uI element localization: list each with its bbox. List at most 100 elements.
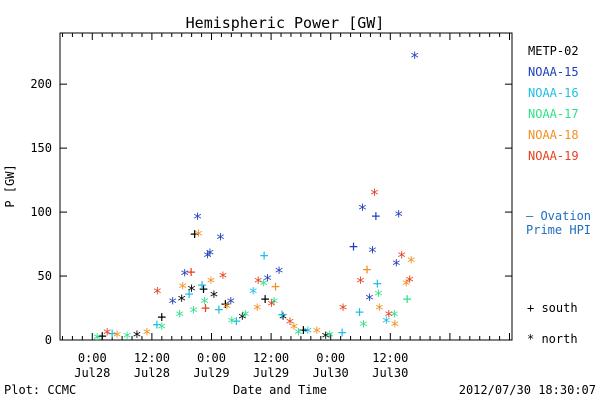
data-point: +	[338, 323, 347, 341]
data-point: *	[178, 278, 188, 297]
series-legend: METP-02 NOAA-15 NOAA-16 NOAA-17 NOAA-18 NOAA-…	[528, 44, 579, 163]
series-noaa-19: **++* *********	[102, 185, 414, 343]
data-point: +	[201, 299, 210, 317]
data-point: *	[391, 255, 401, 274]
footer-timestamp: 2012/07/30 18:30:07	[459, 383, 596, 397]
data-point: *	[269, 294, 279, 313]
data-point: +	[157, 308, 166, 326]
data-point: *	[397, 248, 407, 267]
data-point: *	[321, 328, 331, 347]
data-point: +	[403, 290, 412, 308]
data-point: *	[390, 317, 400, 336]
y-tick-label: 200	[30, 77, 52, 91]
data-point: *	[222, 299, 232, 318]
data-point: +	[355, 303, 364, 321]
x-tick-label-date: Jul29	[253, 366, 289, 380]
data-series: + *+**++ * +*+*+ ********* *+***+***+ ++ +++*++…	[92, 48, 419, 348]
data-point: *	[209, 287, 219, 306]
series-noaa-17: * * ** * ** **** ****+	[92, 276, 411, 349]
ovation-annotation-line1: — Ovation	[526, 209, 591, 223]
chart-title: Hemispheric Power [GW]	[186, 14, 385, 32]
data-point: *	[189, 303, 199, 322]
x-tick-label-time: 0:00	[197, 351, 226, 365]
x-tick-label-date: Jul28	[134, 366, 170, 380]
data-point: *	[218, 268, 228, 287]
data-point: *	[401, 276, 411, 295]
series-noaa-16: + ++ +++*++* +++*	[108, 247, 392, 343]
y-tick-label: 0	[45, 333, 52, 347]
data-point: +	[373, 275, 382, 293]
data-point: *	[237, 309, 247, 328]
data-point: *	[263, 271, 273, 290]
legend-entry: NOAA-19	[528, 149, 579, 163]
x-tick-label-time: 12:00	[134, 351, 170, 365]
data-point: *	[406, 253, 416, 272]
data-point: +	[199, 280, 208, 298]
data-point: *	[253, 273, 263, 292]
data-point: *	[187, 281, 197, 300]
y-axis-ticks: 0 50 100 150 200	[30, 77, 512, 347]
data-point: *	[289, 319, 299, 338]
x-tick-label-time: 0:00	[316, 351, 345, 365]
y-axis-label: P [GW]	[3, 164, 17, 207]
x-tick-label-date: Jul30	[372, 366, 408, 380]
data-point: +	[108, 325, 117, 343]
data-point: +	[198, 276, 207, 294]
data-point: +	[190, 225, 199, 243]
series-noaa-18: * ***** *+* *+****	[112, 226, 416, 346]
footer-credit: Plot: CCMC	[4, 383, 76, 397]
data-point: *	[175, 306, 185, 325]
data-point: *	[278, 309, 288, 328]
data-point: *	[142, 324, 152, 343]
ovation-annotation: — Ovation Prime HPI	[526, 209, 591, 237]
data-point: *	[325, 327, 335, 346]
data-point: *	[216, 230, 226, 249]
data-point: *	[157, 319, 167, 338]
x-axis-label: Date and Time	[233, 383, 327, 397]
legend-entry: NOAA-17	[528, 107, 579, 121]
legend-entry: NOAA-18	[528, 128, 579, 142]
data-point: +	[187, 263, 196, 281]
series-metp-02: + *+**++ * +*+*+ *	[98, 225, 331, 347]
data-point: *	[102, 324, 112, 343]
x-axis-ticks: 0:00Jul2812:00Jul280:00Jul2912:00Jul290:…	[61, 33, 511, 380]
data-point: *	[374, 286, 384, 305]
data-point: +	[362, 261, 371, 279]
data-point: +	[152, 316, 161, 334]
data-point: *	[259, 276, 269, 295]
data-point: *	[226, 294, 236, 313]
data-point: *	[274, 263, 284, 282]
data-point: +	[261, 290, 270, 308]
data-point: *	[359, 317, 369, 336]
data-point: *	[338, 300, 348, 319]
data-point: +	[232, 312, 241, 330]
data-point: +	[278, 305, 287, 323]
data-point: *	[248, 283, 258, 302]
data-point: *	[312, 323, 322, 342]
y-tick-label: 50	[38, 269, 52, 283]
data-point: +	[271, 277, 280, 295]
data-point: *	[203, 248, 213, 267]
plot-frame	[59, 32, 513, 341]
data-point: *	[240, 306, 250, 325]
data-point: *	[394, 207, 404, 226]
data-point: *	[227, 313, 237, 332]
data-point: *	[356, 273, 366, 292]
x-tick-label-date: Jul29	[193, 366, 229, 380]
data-point: *	[153, 283, 163, 302]
data-point: *	[365, 290, 375, 309]
data-point: *	[206, 273, 216, 292]
data-point: +	[299, 321, 308, 339]
data-point: *	[267, 296, 277, 315]
marker-legend-south: + south	[527, 301, 578, 315]
data-point: *	[92, 329, 102, 348]
data-point: *	[368, 242, 378, 261]
data-point: *	[405, 272, 415, 291]
x-tick-label-date: Jul28	[74, 366, 110, 380]
data-point: *	[285, 314, 295, 333]
legend-entry: NOAA-15	[528, 65, 579, 79]
data-point: *	[370, 185, 380, 204]
marker-legend-north: * north	[527, 332, 578, 346]
data-point: +	[371, 207, 380, 225]
